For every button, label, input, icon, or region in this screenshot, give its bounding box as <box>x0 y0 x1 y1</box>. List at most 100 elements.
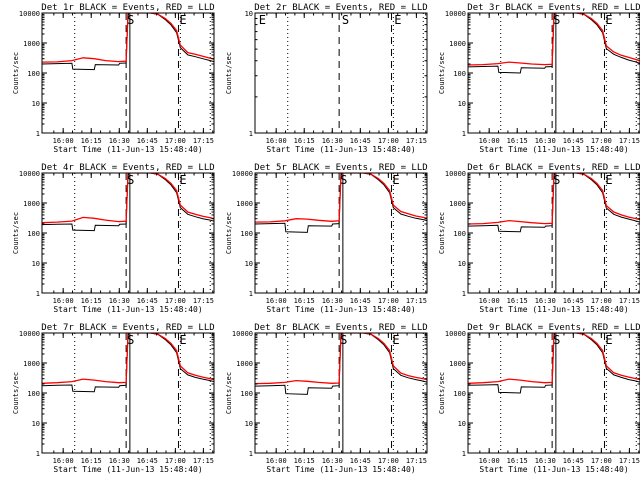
ytick-label: 1000 <box>449 360 466 368</box>
ytick-label: 1 <box>36 290 40 298</box>
ytick-label: 10000 <box>232 330 253 338</box>
xtick-label: 16:00 <box>53 297 74 305</box>
plot-frame <box>467 12 640 134</box>
xtick-label: 17:00 <box>591 297 612 305</box>
plot-area <box>42 173 214 232</box>
ytick-label: 1000 <box>23 360 40 368</box>
xtick-label: 17:00 <box>378 137 399 145</box>
plot-frame <box>254 172 428 294</box>
plot-area <box>468 333 640 394</box>
plot-frame <box>41 332 215 454</box>
marker-label-s: S <box>340 333 347 347</box>
xtick-label: 16:45 <box>137 457 158 465</box>
y-axis-label: Counts/sec <box>438 372 446 414</box>
ytick-label: 1000 <box>23 200 40 208</box>
xtick-label: 16:15 <box>507 297 528 305</box>
xtick-label: 16:30 <box>322 297 343 305</box>
xtick-label: 17:00 <box>591 137 612 145</box>
ytick-label: 100 <box>453 390 466 398</box>
series-line-lld <box>468 333 640 384</box>
series-line-lld <box>468 173 640 225</box>
ytick-label: 10 <box>245 420 253 428</box>
y-axis-label: Counts/sec <box>225 52 233 94</box>
plot-frame <box>467 332 640 454</box>
plot-area <box>468 13 640 74</box>
ytick-label: 10000 <box>445 10 466 18</box>
xtick-label: 17:15 <box>193 297 214 305</box>
ytick-label: 100 <box>27 230 40 238</box>
marker-label-s: S <box>553 173 560 187</box>
xtick-label: 17:00 <box>165 297 186 305</box>
panel-title: Det 4r BLACK = Events, RED = LLD <box>41 163 214 173</box>
marker-label-e: E <box>392 173 399 187</box>
marker-label-e: E <box>605 13 612 27</box>
xtick-label: 16:15 <box>81 137 102 145</box>
series-line-events <box>255 173 427 233</box>
xtick-label: 16:00 <box>479 297 500 305</box>
panel-title: Det 5r BLACK = Events, RED = LLD <box>254 163 427 173</box>
ytick-label: 1000 <box>23 40 40 48</box>
marker-label-s: S <box>553 13 560 27</box>
ytick-label: 1 <box>249 450 253 458</box>
x-axis-label: Start Time (11-Jun-13 15:48:40) <box>479 145 628 154</box>
marker-label-e: E <box>179 333 186 347</box>
ytick-label: 10 <box>458 260 466 268</box>
ytick-label: 1000 <box>449 200 466 208</box>
marker-label-e: E <box>605 173 612 187</box>
panel-title: Det 6r BLACK = Events, RED = LLD <box>467 163 640 173</box>
ytick-label: 1 <box>462 450 466 458</box>
ytick-label: 10 <box>245 260 253 268</box>
x-axis-label: Start Time (11-Jun-13 15:48:40) <box>479 305 628 314</box>
x-axis-label: Start Time (11-Jun-13 15:48:40) <box>266 145 415 154</box>
ytick-label: 10 <box>32 420 40 428</box>
ytick-label: 10 <box>458 420 466 428</box>
y-axis-label: Counts/sec <box>225 372 233 414</box>
xtick-label: 16:45 <box>563 457 584 465</box>
plot-area <box>42 13 214 71</box>
xtick-label: 17:15 <box>619 457 640 465</box>
plot-frame <box>467 172 640 294</box>
xtick-label: 16:30 <box>535 297 556 305</box>
xtick-label: 17:15 <box>406 137 427 145</box>
marker-label-s: S <box>340 173 347 187</box>
xtick-label: 17:00 <box>165 457 186 465</box>
ytick-label: 1 <box>249 130 253 138</box>
marker-label-s: S <box>553 333 560 347</box>
xtick-label: 16:15 <box>294 297 315 305</box>
y-axis-label: Counts/sec <box>438 212 446 254</box>
ytick-label: 1000 <box>236 360 253 368</box>
series-line-events <box>42 173 214 232</box>
xtick-label: 16:30 <box>535 457 556 465</box>
series-line-events <box>468 173 640 233</box>
ytick-label: 1 <box>36 450 40 458</box>
series-line-lld <box>255 333 427 385</box>
x-axis-label: Start Time (11-Jun-13 15:48:40) <box>479 465 628 474</box>
xtick-label: 17:00 <box>165 137 186 145</box>
ytick-label: 100 <box>453 230 466 238</box>
plot-frame <box>41 172 215 294</box>
panel-title: Det 7r BLACK = Events, RED = LLD <box>41 323 214 333</box>
marker-label-e: E <box>179 173 186 187</box>
xtick-label: 17:00 <box>591 457 612 465</box>
xtick-label: 16:00 <box>53 457 74 465</box>
xtick-label: 17:00 <box>378 457 399 465</box>
xtick-label: 17:15 <box>193 457 214 465</box>
xtick-label: 16:30 <box>535 137 556 145</box>
y-axis-label: Counts/sec <box>12 52 20 94</box>
xtick-label: 16:30 <box>109 457 130 465</box>
marker-label-e: E <box>179 13 186 27</box>
series-line-events <box>468 333 640 394</box>
y-axis-label: Counts/sec <box>12 372 20 414</box>
xtick-label: 16:45 <box>137 137 158 145</box>
series-line-lld <box>468 13 640 66</box>
marker-label-e: E <box>259 13 266 27</box>
xtick-label: 16:00 <box>266 137 287 145</box>
xtick-label: 16:00 <box>479 457 500 465</box>
xtick-label: 16:30 <box>322 137 343 145</box>
